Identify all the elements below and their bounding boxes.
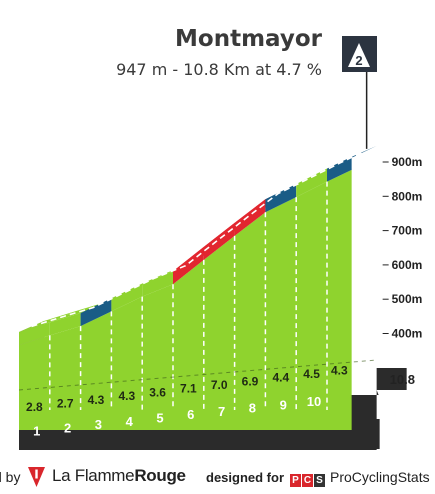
y-tick-label: 800m (392, 189, 423, 203)
front-dash-line (18, 359, 377, 391)
km-marker-label: 3 (95, 417, 102, 432)
y-tick-label: 400m (392, 327, 423, 341)
brand-name-a: La Flamme (52, 466, 135, 485)
ridge-band (19, 322, 50, 345)
gradient-label: 4.3 (118, 389, 135, 403)
y-tick-label: 700m (392, 224, 423, 238)
gradient-label: 4.5 (303, 367, 320, 381)
km-marker-label: 5 (156, 411, 163, 426)
ridge-centre-line (31, 150, 365, 328)
gradient-label: 7.0 (211, 378, 228, 392)
ridge-band (80, 298, 112, 327)
ridge-segment (49, 302, 106, 323)
gradient-label: 4.4 (272, 371, 289, 385)
brand-name-b: Rouge (134, 466, 186, 485)
category-label: 2 (355, 53, 362, 68)
end-distance-label: 10.8 (390, 372, 415, 387)
footer-by-text: d by (0, 469, 21, 485)
ridge-band (234, 199, 266, 236)
climb-summary: 947 m - 10.8 Km at 4.7 % (116, 60, 322, 79)
mountain-icon (348, 43, 370, 67)
km-marker-label: 8 (249, 401, 256, 416)
profile-front-face (19, 169, 352, 430)
ridge-band (49, 313, 81, 336)
ridge-band (111, 283, 143, 312)
ridge-band (173, 246, 204, 285)
ridge-band (203, 222, 235, 260)
km-marker-label: 6 (187, 407, 194, 422)
brand-name: La FlammeRouge (52, 466, 186, 486)
y-tick-label: 900m (392, 155, 423, 169)
km-marker-label: 10 (307, 394, 321, 409)
gradient-label: 2.8 (26, 400, 43, 414)
gradient-label: 7.1 (180, 382, 197, 396)
ridge-band (265, 184, 297, 213)
pcs-letter-p: P (290, 474, 301, 487)
km-marker-label: 4 (126, 414, 134, 429)
km-marker-label: 9 (280, 397, 287, 412)
footer-credits: d by La FlammeRouge designed for PCS Pro… (0, 466, 435, 490)
gradient-label: 2.7 (57, 396, 74, 410)
gradient-label: 4.3 (88, 393, 105, 407)
y-tick-label: 500m (392, 292, 423, 306)
ridge-band (296, 168, 327, 198)
gradient-label: 4.3 (331, 364, 348, 378)
km-marker-label: 7 (218, 404, 225, 419)
climb-title: Montmayor (175, 26, 322, 52)
gradient-label: 6.9 (242, 374, 259, 388)
pcs-letter-c: C (302, 474, 313, 487)
ridge-band (327, 156, 352, 182)
y-tick-label: 600m (392, 258, 423, 272)
km-marker-label: 1 (33, 424, 40, 439)
designed-for-text: designed for (206, 470, 285, 485)
gradient-label: 3.6 (149, 385, 166, 399)
pcs-letter-s: S (314, 474, 325, 487)
flamme-rouge-logo-icon (28, 467, 45, 487)
ridge-band (142, 271, 173, 297)
km-marker-label: 2 (64, 420, 71, 435)
pcs-name: ProCyclingStats (330, 469, 430, 485)
end-axis-bar (376, 368, 407, 390)
